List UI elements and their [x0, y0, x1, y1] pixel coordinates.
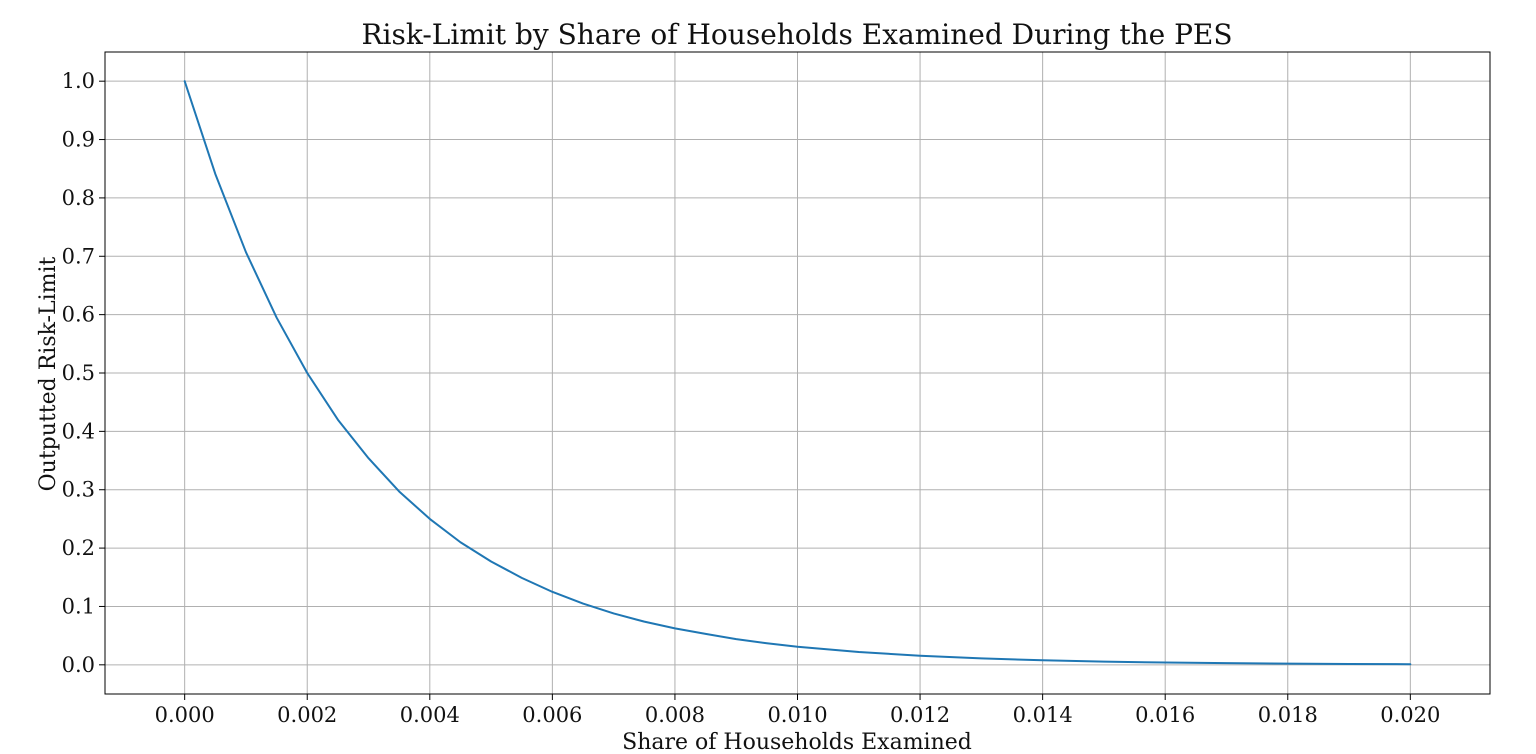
x-axis-label: Share of Households Examined — [622, 730, 972, 754]
tick-marks — [99, 80, 1411, 700]
grid-lines — [105, 52, 1490, 694]
y-tick-label: 0.2 — [62, 536, 95, 560]
x-tick-label: 0.000 — [155, 703, 215, 727]
y-tick-label: 1.0 — [62, 69, 95, 93]
x-tick-label: 0.020 — [1380, 703, 1440, 727]
x-tick-label: 0.002 — [277, 703, 337, 727]
y-tick-label: 0.1 — [62, 594, 95, 618]
x-tick-labels: 0.000 0.002 0.004 0.006 0.008 0.010 0.012 0.014… — [155, 703, 1441, 727]
x-tick-label: 0.010 — [767, 703, 827, 727]
y-tick-label: 0.9 — [62, 128, 95, 152]
x-tick-label: 0.004 — [400, 703, 460, 727]
x-tick-label: 0.016 — [1135, 703, 1195, 727]
y-tick-labels: 0.0 0.1 0.2 0.3 0.4 0.5 0.6 0.7 0.8 0.9 1.0 — [62, 69, 95, 677]
y-tick-label: 0.0 — [62, 653, 95, 677]
y-tick-label: 0.3 — [62, 478, 95, 502]
x-tick-label: 0.018 — [1258, 703, 1318, 727]
y-tick-label: 0.4 — [62, 419, 95, 443]
y-tick-label: 0.6 — [62, 303, 95, 327]
y-tick-label: 0.7 — [62, 244, 95, 268]
series-layer — [183, 80, 1412, 666]
y-axis-label: Outputted Risk-Limit — [36, 256, 61, 491]
x-tick-label: 0.014 — [1013, 703, 1073, 727]
x-tick-label: 0.006 — [522, 703, 582, 727]
y-tick-label: 0.8 — [62, 186, 95, 210]
x-tick-label: 0.012 — [890, 703, 950, 727]
series-line-0 — [183, 80, 1412, 666]
chart-title: Risk-Limit by Share of Households Examin… — [361, 18, 1232, 51]
y-tick-label: 0.5 — [62, 361, 95, 385]
x-tick-label: 0.008 — [645, 703, 705, 727]
